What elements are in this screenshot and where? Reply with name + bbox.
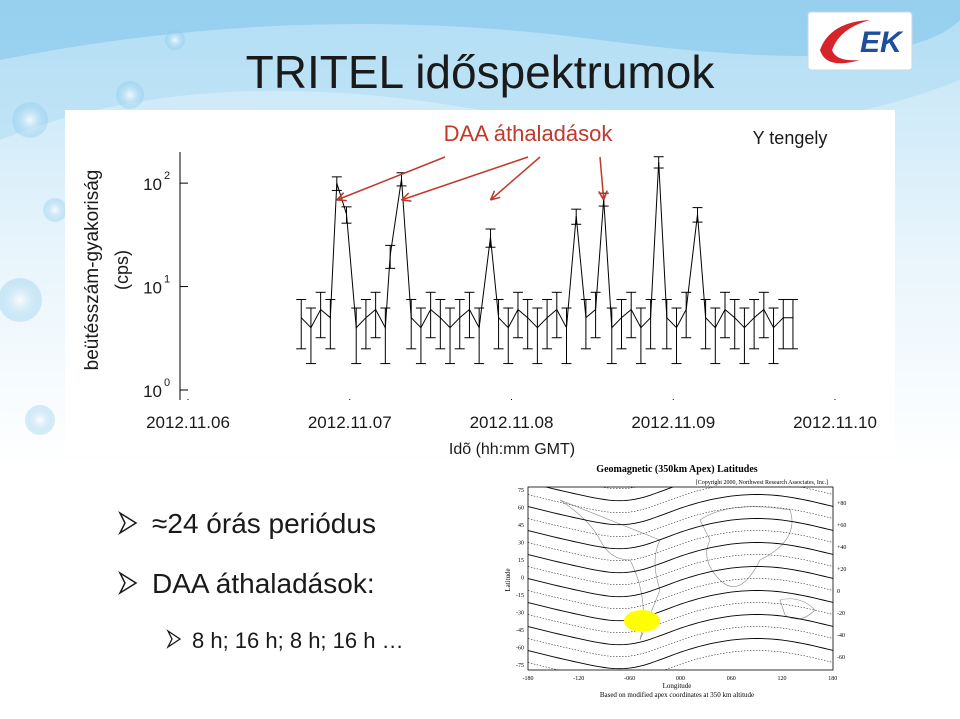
bullet-icon <box>166 629 182 649</box>
map-lat-label: -60 <box>516 646 524 652</box>
coastline <box>559 499 661 641</box>
geomagnetic-contour <box>528 650 833 670</box>
map-lon-label: -120 <box>573 676 584 682</box>
map-mlat-label: 0 <box>837 589 840 595</box>
bullet-icon <box>118 510 138 536</box>
map-title: Geomagnetic (350km Apex) Latitudes <box>596 464 757 475</box>
annotation-arrow <box>401 156 529 201</box>
bullet: ≈24 órás periódus <box>152 508 376 539</box>
y-axis-label: beütésszám-gyakoriság <box>82 170 103 371</box>
bullet: DAA áthaladások: <box>152 568 375 599</box>
map-lat-label: 75 <box>518 488 524 494</box>
geomagnetic-contour <box>528 590 833 622</box>
bullet-list: ≈24 órás periódus DAA áthaladások: 8 h; … <box>118 508 404 653</box>
map-mlat-label: +60 <box>837 523 846 529</box>
map-lat-label: -45 <box>516 628 524 634</box>
map-footnote: Based on modified apex coordinates at 35… <box>600 691 754 699</box>
annotation-arrow <box>599 156 605 201</box>
bokeh <box>0 30 185 435</box>
y-tick-power: 2 <box>164 170 170 182</box>
map-mlat-label: -60 <box>837 655 845 661</box>
map-lat-label: 0 <box>521 576 524 582</box>
x-tick-label: 2012.11.09 <box>631 413 715 432</box>
map-lon-label: 120 <box>778 676 787 682</box>
logo: EK <box>807 11 913 71</box>
map-lon-label: -060 <box>624 676 635 682</box>
geomagnetic-contour <box>544 487 675 502</box>
arrow-head <box>598 190 608 201</box>
map-panel <box>503 462 840 700</box>
y-unit-label: (cps) <box>112 250 132 290</box>
annotation-arrow <box>489 156 541 201</box>
map-lon-label: 000 <box>676 676 685 682</box>
map-lat-label: -30 <box>516 611 524 617</box>
geomagnetic-contour <box>528 614 833 646</box>
map-lat-label: 15 <box>518 558 524 564</box>
geomagnetic-contour <box>528 566 833 598</box>
y-tick-label: 10 <box>143 382 162 401</box>
geomagnetic-contour <box>528 554 833 585</box>
background-wave <box>0 0 960 60</box>
geomagnetic-contour <box>528 626 833 657</box>
sub-bullet: 8 h; 16 h; 8 h; 16 h … <box>192 628 404 653</box>
map-lon-label: -180 <box>523 676 534 682</box>
annotation: DAA áthaladások <box>444 121 614 146</box>
annotation: Y tengely <box>753 128 828 148</box>
map-lon-label: 060 <box>727 676 736 682</box>
map-ylabel: Latitude <box>504 568 512 591</box>
map: Geomagnetic (350km Apex) Latitudes [Copy… <box>503 462 846 700</box>
map-lat-label: 45 <box>518 523 524 529</box>
map-lat-label: -15 <box>516 593 524 599</box>
annotation-arrow <box>336 156 446 201</box>
geomagnetic-contour <box>528 542 833 574</box>
arrow-head <box>336 192 347 202</box>
map-xlabel: Longitude <box>663 682 692 690</box>
x-axis-label: Idõ (hh:mm GMT) <box>449 441 575 458</box>
x-tick-label: 2012.11.08 <box>470 413 554 432</box>
map-mlat-label: -20 <box>837 611 845 617</box>
bullet-icon <box>118 570 138 596</box>
arrow-head <box>400 192 412 202</box>
y-tick-label: 10 <box>143 175 162 194</box>
map-lat-label: 60 <box>518 506 524 512</box>
map-lat-label: 30 <box>518 541 524 547</box>
map-mlat-label: -40 <box>837 633 845 639</box>
geomagnetic-contour <box>528 638 833 670</box>
data-line <box>300 161 793 330</box>
geomagnetic-contour <box>528 518 833 550</box>
x-tick-label: 2012.11.06 <box>146 413 230 432</box>
background-wave <box>0 0 960 140</box>
map-copyright: [Copyright 2000, Northwest Research Asso… <box>696 480 828 486</box>
arrow-head <box>489 190 501 201</box>
logo-text: EK <box>860 26 904 59</box>
map-lat-label: -75 <box>516 663 524 669</box>
y-tick-label: 10 <box>143 279 162 298</box>
map-mlat-label: +40 <box>837 545 846 551</box>
slide-title: TRITEL időspektrumok <box>246 46 716 98</box>
geomagnetic-contour <box>528 487 833 513</box>
y-tick-power: 0 <box>164 377 170 389</box>
geomagnetic-contour <box>528 530 833 561</box>
chart-panel <box>65 110 895 455</box>
highlight <box>624 610 660 632</box>
geomagnetic-contour <box>528 602 833 633</box>
geomagnetic-contour <box>528 578 833 609</box>
x-tick-label: 2012.11.07 <box>308 413 392 432</box>
x-tick-label: 2012.11.10 <box>793 413 877 432</box>
map-mlat-label: +80 <box>837 501 846 507</box>
map-mlat-label: +20 <box>837 567 846 573</box>
geomagnetic-contour <box>528 506 833 537</box>
series <box>296 156 798 365</box>
geomagnetic-contour <box>528 494 833 526</box>
y-tick-power: 1 <box>164 274 170 286</box>
map-lon-label: 180 <box>828 676 837 682</box>
